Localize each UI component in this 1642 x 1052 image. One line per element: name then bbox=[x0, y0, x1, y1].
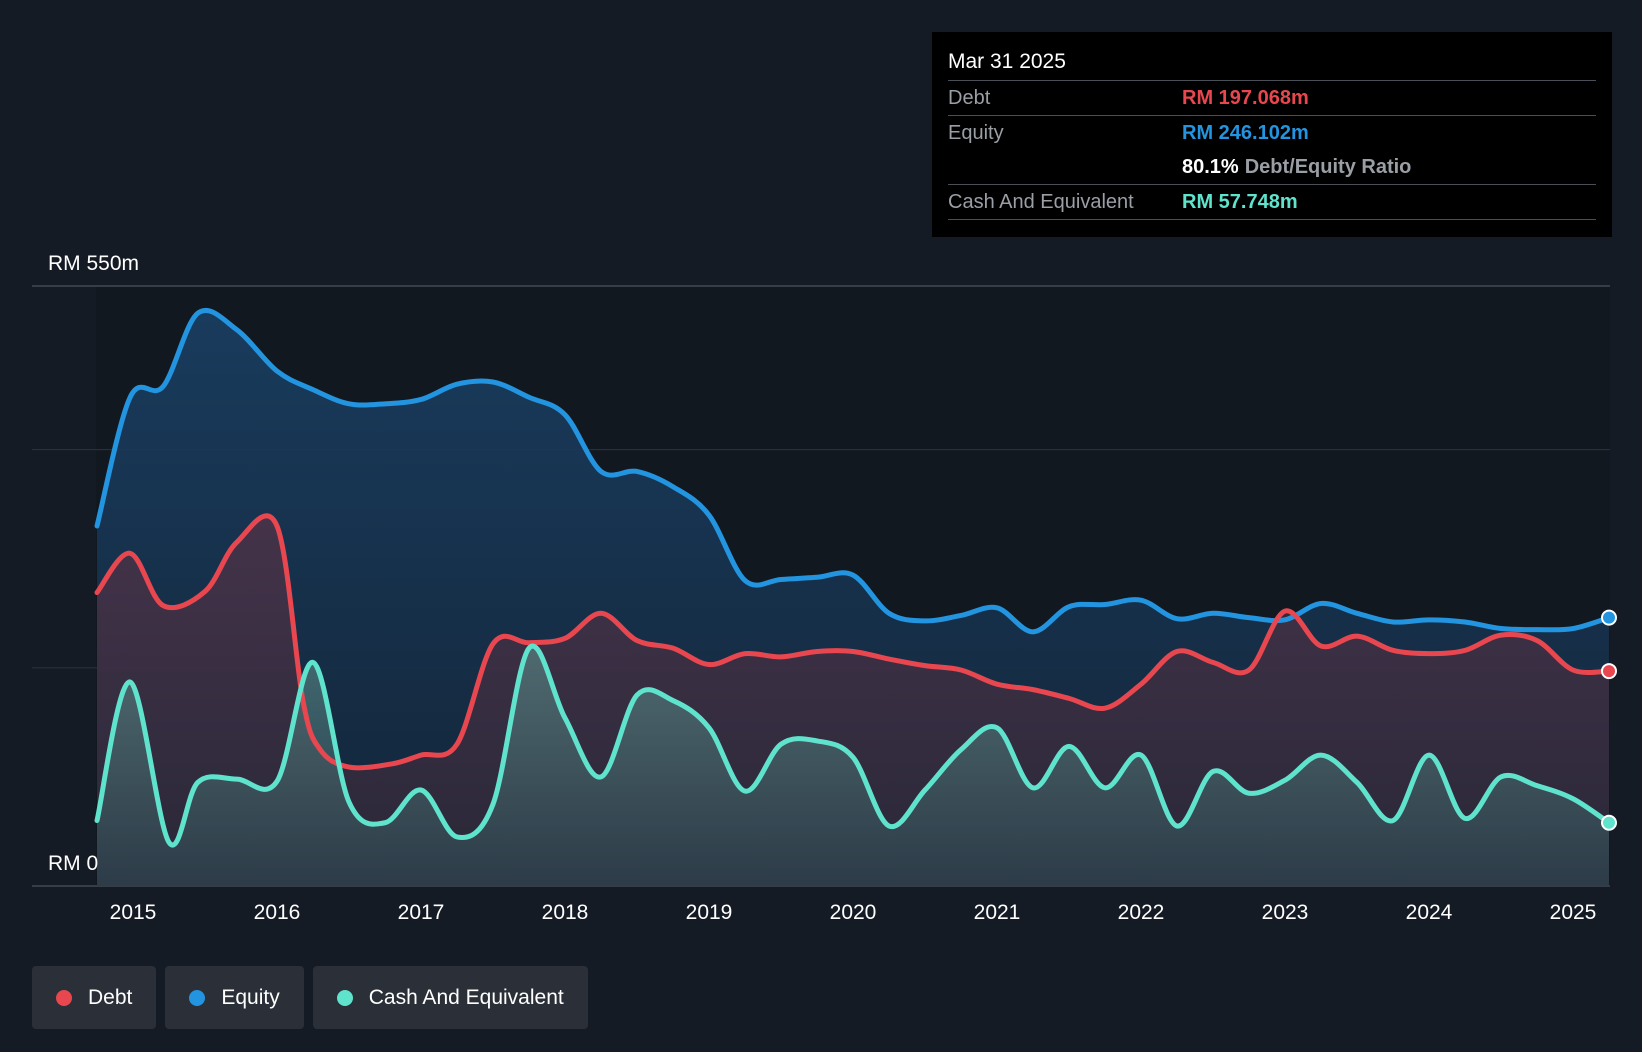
y-axis-bottom-label: RM 0 bbox=[48, 852, 98, 875]
debt-dot-icon bbox=[56, 989, 72, 1006]
tooltip-equity-value: RM 246.102m bbox=[1182, 122, 1309, 144]
x-tick-label: 2019 bbox=[686, 901, 733, 924]
x-tick-label: 2021 bbox=[974, 901, 1021, 924]
legend-item-cash[interactable]: Cash And Equivalent bbox=[312, 966, 588, 1029]
legend-label-cash: Cash And Equivalent bbox=[368, 985, 564, 1009]
legend-item-equity[interactable]: Equity bbox=[165, 966, 304, 1029]
legend-item-debt[interactable]: Debt bbox=[32, 966, 157, 1029]
debt-line bbox=[94, 513, 1612, 771]
equity-dot-icon bbox=[189, 989, 206, 1006]
tooltip-cash-label: Cash And Equivalent bbox=[948, 191, 1134, 213]
x-tick-label: 2023 bbox=[1262, 901, 1309, 924]
tooltip-equity-label: Equity bbox=[948, 122, 1004, 144]
cash-dot-icon bbox=[336, 989, 353, 1006]
cash-area bbox=[97, 646, 1609, 886]
tooltip-cash-row: Cash And Equivalent RM 57.748m bbox=[948, 185, 1596, 220]
series-areas bbox=[97, 310, 1609, 887]
x-tick-label: 2020 bbox=[830, 901, 877, 924]
tooltip-debt-value: RM 197.068m bbox=[1182, 87, 1309, 109]
tooltip-debt-row: Debt RM 197.068m bbox=[948, 81, 1596, 116]
tooltip-ratio-value: 80.1% bbox=[1182, 156, 1239, 178]
x-tick-label: 2022 bbox=[1118, 901, 1165, 924]
tooltip-ratio-row: 80.1% Debt/Equity Ratio bbox=[948, 150, 1596, 185]
x-tick-label: 2017 bbox=[398, 901, 445, 924]
cash-line bbox=[94, 643, 1612, 848]
legend-label-debt: Debt bbox=[88, 985, 133, 1009]
equity-endpoint-marker bbox=[1601, 609, 1617, 626]
legend: Debt Equity Cash And Equivalent bbox=[32, 966, 588, 1029]
y-axis-top-label: RM 550m bbox=[48, 252, 139, 275]
tooltip-equity-row: Equity RM 246.102m bbox=[948, 116, 1596, 150]
x-tick-label: 2025 bbox=[1550, 901, 1597, 924]
debt-endpoint-marker bbox=[1601, 663, 1617, 680]
tooltip-cash-value: RM 57.748m bbox=[1182, 191, 1298, 213]
equity-line bbox=[94, 307, 1612, 635]
tooltip-date: Mar 31 2025 bbox=[948, 44, 1596, 81]
tooltip-ratio-label: Debt/Equity Ratio bbox=[1244, 156, 1412, 178]
x-axis-ticks: 2015 2016 2017 2018 2019 2020 2021 2022 2023 2024… bbox=[110, 901, 1597, 924]
x-tick-label: 2016 bbox=[254, 901, 301, 924]
legend-label-equity: Equity bbox=[221, 985, 280, 1009]
series-lines bbox=[94, 307, 1612, 848]
tooltip-debt-label: Debt bbox=[948, 87, 991, 109]
tooltip-panel: Mar 31 2025 Debt RM 197.068m Equity RM 2… bbox=[932, 32, 1612, 237]
series-endpoints bbox=[1601, 609, 1617, 831]
x-tick-label: 2018 bbox=[542, 901, 589, 924]
x-tick-label: 2015 bbox=[110, 901, 157, 924]
x-tick-label: 2024 bbox=[1406, 901, 1453, 924]
cash-endpoint-marker bbox=[1601, 814, 1617, 831]
